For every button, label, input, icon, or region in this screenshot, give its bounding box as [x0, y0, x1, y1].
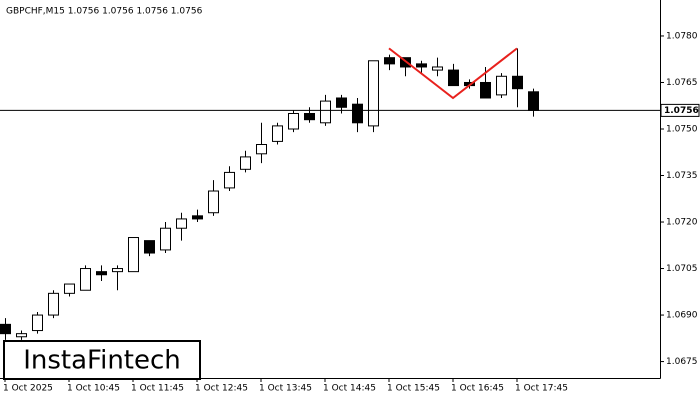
- current-price-label: 1.0756: [664, 106, 699, 116]
- candle-body: [320, 100, 331, 124]
- x-tick-label: 1 Oct 12:45: [195, 384, 248, 394]
- y-tick-label: 1.0690: [666, 311, 698, 321]
- candle-body: [256, 144, 267, 155]
- candle-body: [144, 240, 155, 254]
- y-tick-label: 1.0765: [666, 78, 698, 88]
- candle-body: [288, 112, 299, 130]
- watermark-box: [3, 340, 201, 380]
- candle-body: [48, 292, 59, 316]
- candle-body: [0, 323, 11, 335]
- candle-body: [240, 156, 251, 170]
- candle-body: [80, 268, 91, 291]
- candle-body: [128, 237, 139, 273]
- pattern-line: [388, 47, 518, 100]
- y-tick-label: 1.0705: [666, 264, 698, 274]
- candle-body: [384, 57, 395, 65]
- watermark: InstaFintech: [23, 346, 181, 376]
- candle-body: [496, 75, 507, 96]
- candle-body: [304, 112, 315, 121]
- candle-body: [96, 271, 107, 276]
- chart-title: GBPCHF,M15 1.0756 1.0756 1.0756 1.0756: [6, 7, 203, 17]
- y-tick-label: 1.0780: [666, 31, 698, 41]
- candle-body: [528, 91, 539, 111]
- candle-body: [368, 60, 379, 127]
- candle-body: [416, 63, 427, 68]
- candle-body: [16, 333, 27, 338]
- candle-body: [112, 268, 123, 273]
- x-tick-label: 1 Oct 10:45: [67, 384, 120, 394]
- y-tick-label: 1.0735: [666, 171, 698, 181]
- candle-body: [272, 125, 283, 142]
- x-tick-label: 1 Oct 14:45: [323, 384, 376, 394]
- candle-body: [208, 190, 219, 214]
- x-tick-label: 1 Oct 15:45: [387, 384, 440, 394]
- x-tick-label: 1 Oct 16:45: [451, 384, 504, 394]
- candle-body: [32, 314, 43, 332]
- candle-body: [352, 103, 363, 124]
- candle-body: [480, 81, 491, 99]
- x-tick-label: 1 Oct 2025: [3, 384, 53, 394]
- y-tick-label: 1.0675: [666, 357, 698, 367]
- candle-body: [336, 97, 347, 108]
- candle-body: [448, 69, 459, 87]
- candle-body: [176, 218, 187, 229]
- y-tick-label: 1.0720: [666, 218, 698, 228]
- candle-body: [432, 66, 443, 71]
- candle-body: [64, 283, 75, 294]
- x-tick-label: 1 Oct 11:45: [131, 384, 184, 394]
- x-tick-label: 1 Oct 17:45: [515, 384, 568, 394]
- candle-body: [224, 171, 235, 189]
- current-price-box: [660, 103, 700, 117]
- candle-body: [160, 227, 171, 251]
- candle-body: [512, 75, 523, 90]
- candle-body: [192, 215, 203, 220]
- x-tick-label: 1 Oct 13:45: [259, 384, 312, 394]
- y-tick-label: 1.0750: [666, 124, 698, 134]
